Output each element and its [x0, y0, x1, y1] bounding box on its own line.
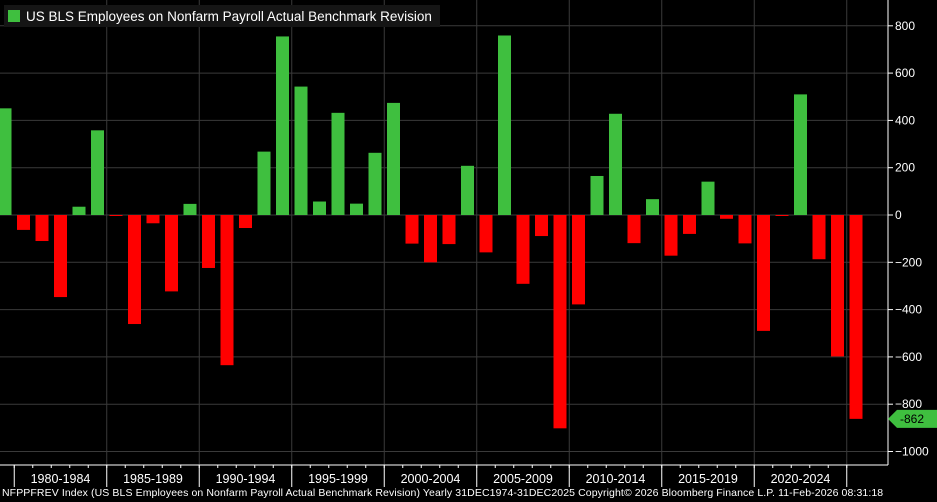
bar-1995 — [294, 86, 308, 215]
bar-1981 — [35, 215, 49, 242]
bar-2006 — [498, 35, 511, 216]
bar-1982 — [54, 215, 67, 298]
bar-2008 — [535, 215, 548, 237]
x-tick-label-6: 2010-2014 — [586, 472, 646, 486]
legend-swatch — [8, 10, 20, 22]
x-tick-label-4: 2000-2004 — [401, 472, 461, 486]
x-tick-label-5: 2005-2009 — [493, 472, 553, 486]
bar-2023 — [812, 215, 826, 260]
bar-2012 — [609, 113, 622, 215]
bar-1992 — [239, 215, 252, 229]
bar-1994 — [276, 36, 289, 215]
bar-2001 — [405, 215, 419, 244]
bar-2022 — [794, 94, 807, 215]
bar-1999 — [368, 152, 382, 215]
x-tick-label-0: 1980-1984 — [31, 472, 91, 486]
bar-2009 — [553, 215, 567, 429]
bar-2014 — [646, 199, 659, 215]
bar-2011 — [590, 175, 604, 215]
x-tick-label-2: 1990-1994 — [216, 472, 276, 486]
bar-2018 — [720, 215, 733, 219]
bar-1990 — [202, 215, 215, 268]
bar-2002 — [424, 215, 437, 263]
bar-2021 — [775, 215, 789, 216]
y-tick-label: 600 — [895, 66, 915, 80]
x-tick-label-7: 2015-2019 — [678, 472, 738, 486]
y-tick-label: 0 — [895, 208, 902, 222]
y-tick-label: −600 — [895, 350, 922, 364]
footer-source: NFPPFREV Index (US BLS Employees on Nonf… — [2, 487, 884, 499]
bar-2025 — [849, 215, 863, 419]
bar-2010 — [572, 215, 585, 305]
bar-2005 — [479, 215, 493, 253]
bar-2013 — [627, 215, 641, 244]
bar-2015 — [664, 215, 678, 256]
bar-1988 — [165, 215, 178, 292]
bar-1980 — [17, 215, 30, 230]
bar-1985 — [109, 215, 123, 216]
y-tick-label: 200 — [895, 161, 915, 175]
bar-2000 — [387, 102, 400, 215]
bar-2024 — [831, 215, 844, 357]
y-tick-label: 400 — [895, 113, 915, 127]
bar-1993 — [257, 151, 271, 215]
last-value-label: -862 — [900, 412, 924, 426]
bar-1998 — [350, 203, 363, 215]
bars — [0, 35, 863, 429]
last-value-marker — [888, 409, 937, 428]
bar-1989 — [183, 203, 197, 215]
legend: US BLS Employees on Nonfarm Payroll Actu… — [4, 5, 440, 27]
y-axis: 800 600 400 200 0 −200 −400 −600 −800 −1000 -862 — [887, 0, 937, 465]
x-tick-label-3: 1995-1999 — [308, 472, 368, 486]
bar-1996 — [313, 201, 326, 215]
bar-1997 — [331, 112, 345, 215]
y-tick-label: −200 — [895, 255, 922, 269]
bar-2003 — [442, 215, 456, 245]
bar-2019 — [738, 215, 752, 244]
x-tick-label-1: 1985-1989 — [123, 472, 183, 486]
bar-1986 — [128, 215, 141, 325]
bar-2020 — [757, 215, 770, 331]
bar-1984 — [91, 130, 104, 215]
y-tick-label: 800 — [895, 19, 915, 33]
chart-canvas: 1980-1984 1985-1989 1990-1994 1995-1999 2000… — [0, 0, 937, 487]
bar-1979 — [0, 108, 12, 215]
x-tick-label-8: 2020-2024 — [771, 472, 831, 486]
legend-label: US BLS Employees on Nonfarm Payroll Actu… — [26, 8, 432, 24]
x-axis: 1980-1984 1985-1989 1990-1994 1995-1999 2000… — [0, 464, 888, 487]
y-tick-label: −800 — [895, 397, 922, 411]
bar-1987 — [146, 215, 160, 224]
bar-2017 — [701, 181, 715, 215]
y-tick-label: −400 — [895, 303, 922, 317]
bar-2004 — [461, 165, 474, 215]
bar-1991 — [220, 215, 234, 366]
y-tick-label: −1000 — [895, 445, 929, 459]
bar-2007 — [516, 215, 530, 284]
bar-2016 — [683, 215, 696, 234]
bar-1983 — [72, 206, 86, 215]
